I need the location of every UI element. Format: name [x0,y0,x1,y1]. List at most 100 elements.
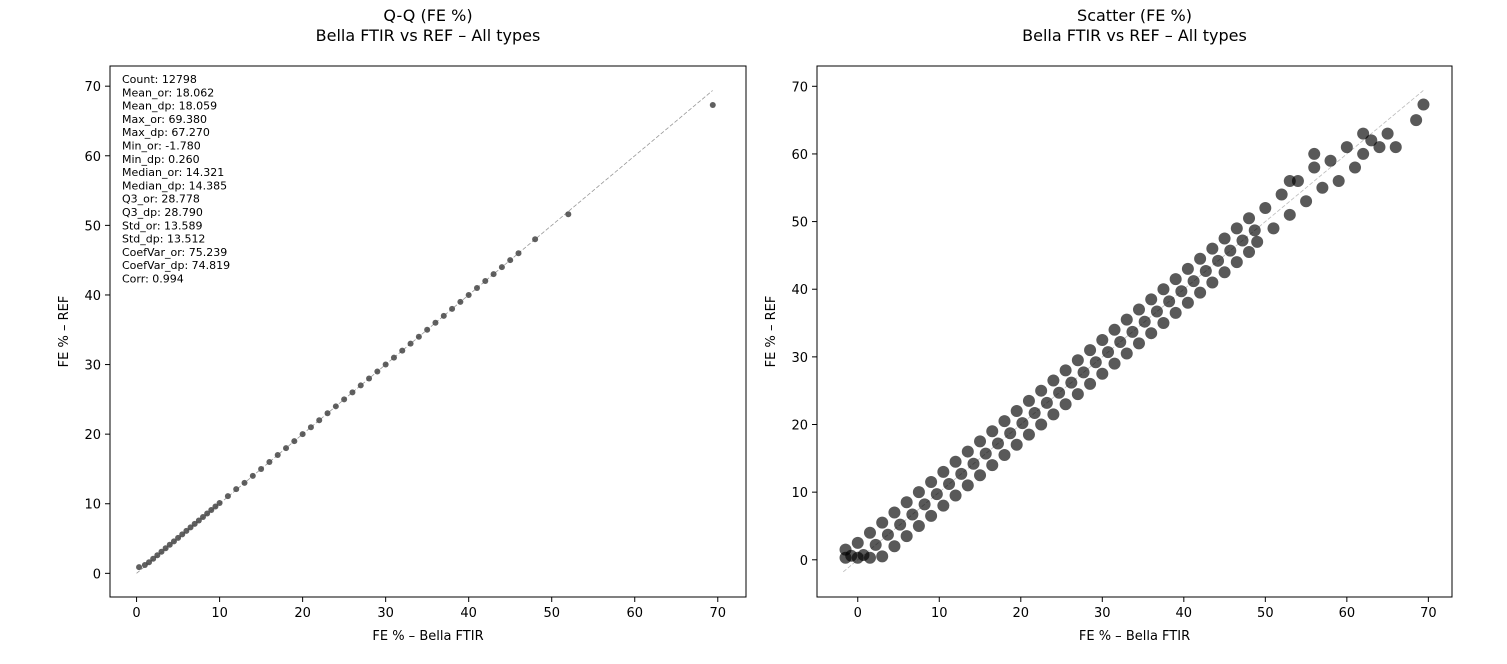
point [1218,232,1231,245]
stat-text: Std_or: 13.589 [122,219,203,232]
point [1308,147,1321,160]
point [1230,222,1243,235]
point [1348,161,1361,174]
point [324,410,331,417]
point [863,526,876,539]
point [1071,388,1084,401]
x-axis-label: FE % – Bella FTIR [372,629,483,644]
point [1206,276,1219,289]
point [1114,335,1127,348]
point [1163,295,1176,308]
point [166,541,173,548]
point [1230,256,1243,269]
point [407,340,414,347]
point [507,257,514,264]
point [1187,275,1200,288]
chart-title: Q-Q (FE %) [383,6,472,25]
point [967,457,980,470]
x-tick-label: 0 [854,606,862,621]
point [415,333,422,340]
point [532,236,539,243]
point [1389,141,1402,154]
y-tick-label: 50 [791,216,808,231]
point [158,548,165,555]
point [839,543,852,556]
point [949,455,962,468]
point [1157,317,1170,330]
point [170,538,177,545]
point [1096,333,1109,346]
point [1028,407,1041,420]
point [1410,114,1423,127]
point [1096,367,1109,380]
point [974,435,987,448]
point [565,211,572,218]
point [1065,376,1078,389]
x-tick-label: 10 [211,606,228,621]
point [175,534,182,541]
stat-text: Median_dp: 14.385 [122,179,227,192]
point [1047,374,1060,387]
point [258,465,265,472]
point [179,531,186,538]
point [432,319,439,326]
y-tick-label: 20 [791,419,808,434]
point [183,527,190,534]
point [1251,235,1264,248]
point [457,298,464,305]
point [1150,305,1163,318]
point [1102,346,1115,359]
point [1199,264,1212,277]
x-tick-label: 0 [132,606,140,621]
point [900,496,913,509]
point [399,347,406,354]
point [912,519,925,532]
plot-frame [109,65,747,598]
x-tick-label: 40 [460,606,477,621]
point [424,326,431,333]
point [1145,327,1158,340]
chart-subtitle: Bella FTIR vs REF – All types [1022,26,1247,45]
point [863,551,876,564]
stat-text: CoefVar_dp: 74.819 [122,259,230,272]
x-axis-label: FE % – Bella FTIR [1079,629,1190,644]
point [473,285,480,292]
point [299,431,306,438]
point [1010,404,1023,417]
chart-title: Scatter (FE %) [1077,6,1192,25]
y-tick-label: 30 [791,351,808,366]
point [937,465,950,478]
point [1212,254,1225,267]
point [1381,127,1394,140]
point [918,498,931,511]
point [1059,398,1072,411]
point [876,516,889,529]
point [1181,262,1194,275]
point [1283,174,1296,187]
point [1132,303,1145,316]
stat-text: Mean_dp: 18.059 [122,100,217,113]
y-axis-label: FE % – REF [764,296,779,368]
point [930,488,943,501]
y-tick-label: 0 [800,554,808,569]
point [961,445,974,458]
point [888,540,901,553]
point [1243,212,1256,225]
point [900,530,913,543]
x-tick-label: 30 [1094,606,1111,621]
y-tick-label: 0 [93,567,101,582]
point [212,503,219,510]
point [274,452,281,459]
point [1194,286,1207,299]
point [1243,246,1256,259]
point [1357,127,1370,140]
stat-text: CoefVar_or: 75.239 [122,246,227,259]
y-tick-label: 60 [791,148,808,163]
point [1084,377,1097,390]
x-tick-label: 60 [626,606,643,621]
point [216,500,223,507]
point [1365,134,1378,147]
y-tick-label: 30 [84,359,101,374]
x-tick-label: 10 [931,606,948,621]
point [1077,366,1090,379]
